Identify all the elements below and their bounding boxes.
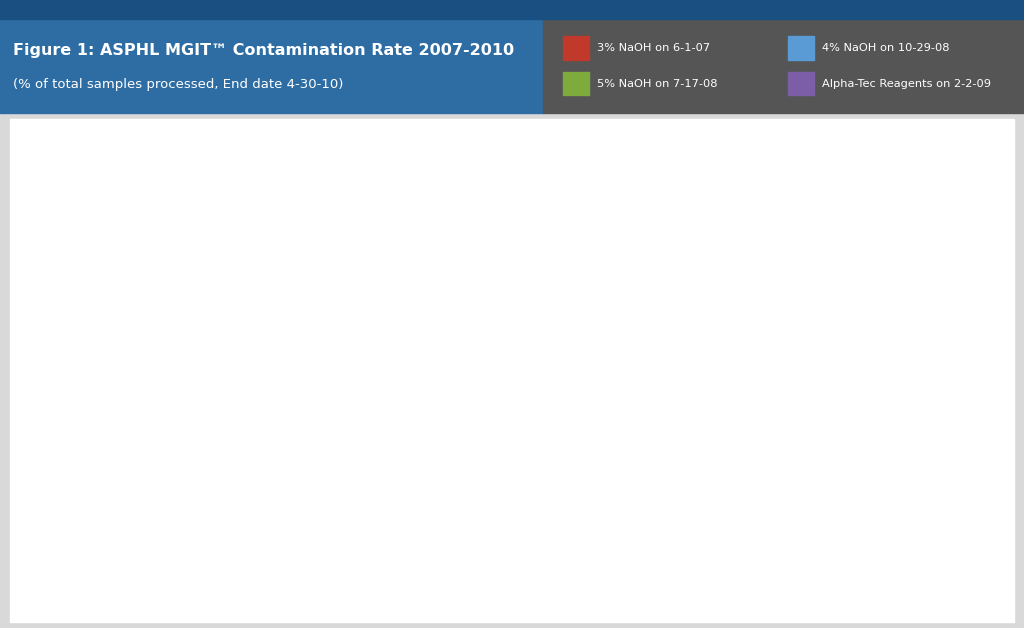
Bar [708,407,726,515]
Bar [434,443,453,515]
Bar [633,414,651,515]
Bar [210,383,228,515]
Bar [957,428,976,515]
Bar [907,446,926,515]
Bar [658,442,677,515]
Bar [982,480,1000,515]
Bar [808,468,826,515]
Text: 3% NaOH on 6-1-07: 3% NaOH on 6-1-07 [597,43,710,53]
Bar [459,443,477,515]
Bar [184,291,203,515]
Bar [509,480,527,515]
Bar [110,236,128,515]
Bar [758,443,776,515]
Bar [234,430,253,515]
Bar [285,389,303,515]
Bar [534,457,552,515]
Bar [558,490,577,515]
Bar [309,330,328,515]
Text: Alpha-Tec Reagents on 2-2-09: Alpha-Tec Reagents on 2-2-09 [822,78,991,89]
Text: (% of total samples processed, End date 4-30-10): (% of total samples processed, End date … [13,78,344,91]
Bar [160,264,178,515]
Bar [932,453,950,515]
Text: Figure 1: ASPHL MGIT™ Contamination Rate 2007-2010: Figure 1: ASPHL MGIT™ Contamination Rate… [13,43,514,58]
Bar [883,450,901,515]
Bar [334,276,352,515]
Y-axis label: Percent Contamination: Percent Contamination [25,244,37,397]
Bar [782,470,801,515]
Bar [857,485,876,515]
Bar [483,475,502,515]
Bar [683,451,701,515]
Bar [409,198,427,515]
Bar [384,203,402,515]
Bar [85,371,103,515]
Bar [359,256,378,515]
Bar [608,417,627,515]
Text: 5% NaOH on 7-17-08: 5% NaOH on 7-17-08 [597,78,718,89]
Text: 4% NaOH on 10-29-08: 4% NaOH on 10-29-08 [822,43,950,53]
Bar [733,442,752,515]
Bar [135,217,154,515]
Bar [259,412,278,515]
Bar [584,474,602,515]
Bar [833,465,851,515]
